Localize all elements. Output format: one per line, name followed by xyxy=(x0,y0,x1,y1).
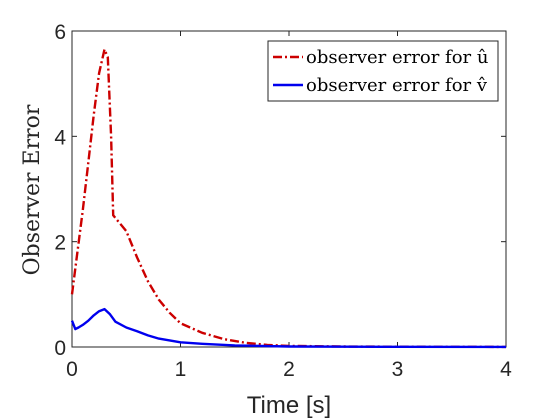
x-tick-label: 1 xyxy=(175,358,187,381)
x-tick-label: 0 xyxy=(66,358,78,381)
series-lines xyxy=(70,48,507,349)
y-tick-label: 6 xyxy=(54,21,66,44)
x-tick-label: 4 xyxy=(500,358,512,381)
y-tick-label: 4 xyxy=(54,126,66,149)
series-line-2 xyxy=(70,307,507,349)
legend-box xyxy=(267,40,499,102)
x-axis-label: Time [s] xyxy=(247,392,331,419)
y-tick-label: 2 xyxy=(54,232,66,255)
y-axis-label: Observer Error xyxy=(20,104,45,275)
x-tick-label: 3 xyxy=(392,358,404,381)
legend: observer error for û observer error for v… xyxy=(267,40,499,102)
legend-label-2: observer error for v̂ xyxy=(306,75,488,96)
legend-label-1: observer error for û xyxy=(306,47,488,68)
x-tick-label: 2 xyxy=(283,358,295,381)
y-tick-label: 0 xyxy=(54,337,66,360)
